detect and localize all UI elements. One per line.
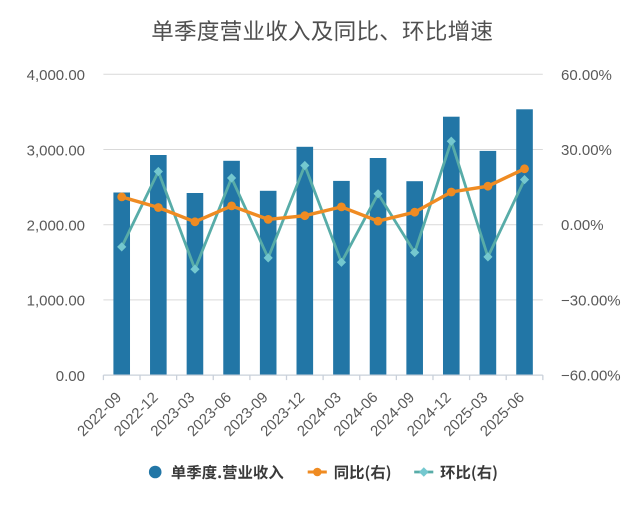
svg-text:−30.00%: −30.00%	[561, 292, 621, 309]
svg-text:30.00%: 30.00%	[561, 142, 612, 159]
svg-text:1,000.00: 1,000.00	[27, 293, 85, 310]
svg-text:2,000.00: 2,000.00	[27, 218, 85, 235]
svg-text:3,000.00: 3,000.00	[27, 142, 85, 159]
svg-text:0.00: 0.00	[56, 368, 85, 385]
svg-text:−60.00%: −60.00%	[561, 368, 621, 385]
svg-text:60.00%: 60.00%	[561, 67, 612, 84]
svg-text:0.00%: 0.00%	[561, 217, 604, 234]
svg-text:4,000.00: 4,000.00	[27, 67, 85, 84]
